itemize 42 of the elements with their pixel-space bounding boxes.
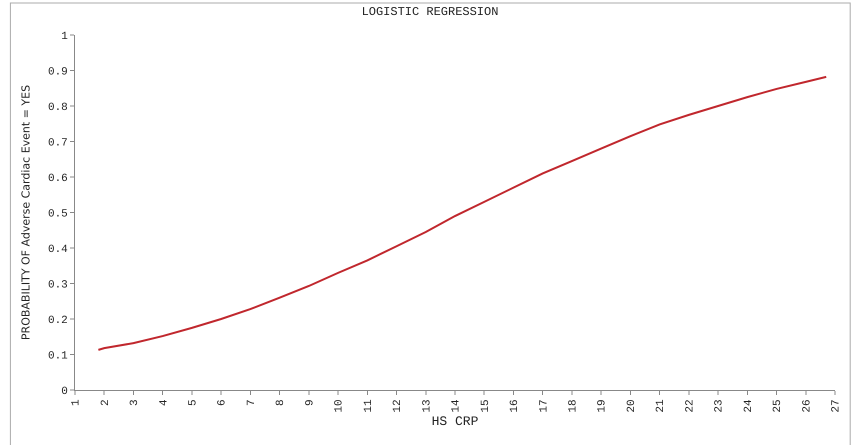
y-tick-label: 0.9: [48, 66, 68, 78]
x-tick-label: 26: [801, 399, 814, 413]
x-tick-label: 2: [100, 399, 112, 406]
y-tick-label: 0.3: [48, 279, 68, 292]
x-tick-label: 14: [450, 399, 463, 413]
y-tick-label: 0.8: [48, 102, 68, 114]
y-tick-label: 0.2: [48, 314, 68, 327]
y-tick-label: 0.5: [48, 208, 68, 220]
x-tick-label: 23: [714, 399, 726, 413]
x-tick-label: 17: [538, 399, 550, 413]
x-tick-label: 4: [158, 399, 170, 406]
y-tick-label: 0.1: [48, 350, 68, 362]
x-tick-label: 24: [742, 399, 755, 413]
x-axis-title: HS CRP: [432, 414, 479, 430]
x-tick-label: 15: [480, 399, 492, 413]
x-tick-label: 5: [187, 399, 200, 406]
x-tick-label: 10: [334, 399, 346, 413]
x-tick-label: 18: [567, 399, 580, 413]
line-series: [97, 76, 828, 351]
x-tick-label: 20: [626, 399, 638, 413]
x-tick-label: 21: [655, 399, 668, 413]
x-tick-label: 22: [684, 399, 696, 413]
x-tick-label: 12: [392, 399, 404, 413]
y-tick-label: 1: [61, 30, 68, 43]
y-tick-label: 0.7: [48, 137, 68, 150]
x-tick-label: 27: [830, 399, 843, 413]
y-tick-label: 0: [61, 386, 68, 398]
x-tick-label: 3: [129, 399, 142, 406]
x-tick-label: 6: [216, 399, 229, 406]
y-tick-label: 0.6: [48, 172, 68, 185]
y-axis-title: PROBABILITY OF Adverse Cardiac Event = YES: [20, 84, 33, 340]
x-tick-label: 9: [304, 399, 316, 406]
x-tick-label: 13: [421, 399, 434, 413]
x-tick-label: 19: [596, 399, 609, 413]
x-tick-label: 8: [275, 399, 288, 406]
x-tick-label: 1: [70, 399, 83, 406]
y-tick-label: 0.4: [48, 244, 68, 256]
x-tick-label: 11: [362, 399, 375, 413]
x-tick-label: 16: [509, 399, 522, 413]
x-tick-label: 7: [246, 399, 258, 406]
x-tick-label: 25: [772, 399, 784, 413]
chart-title: LOGISTIC REGRESSION: [362, 5, 498, 20]
